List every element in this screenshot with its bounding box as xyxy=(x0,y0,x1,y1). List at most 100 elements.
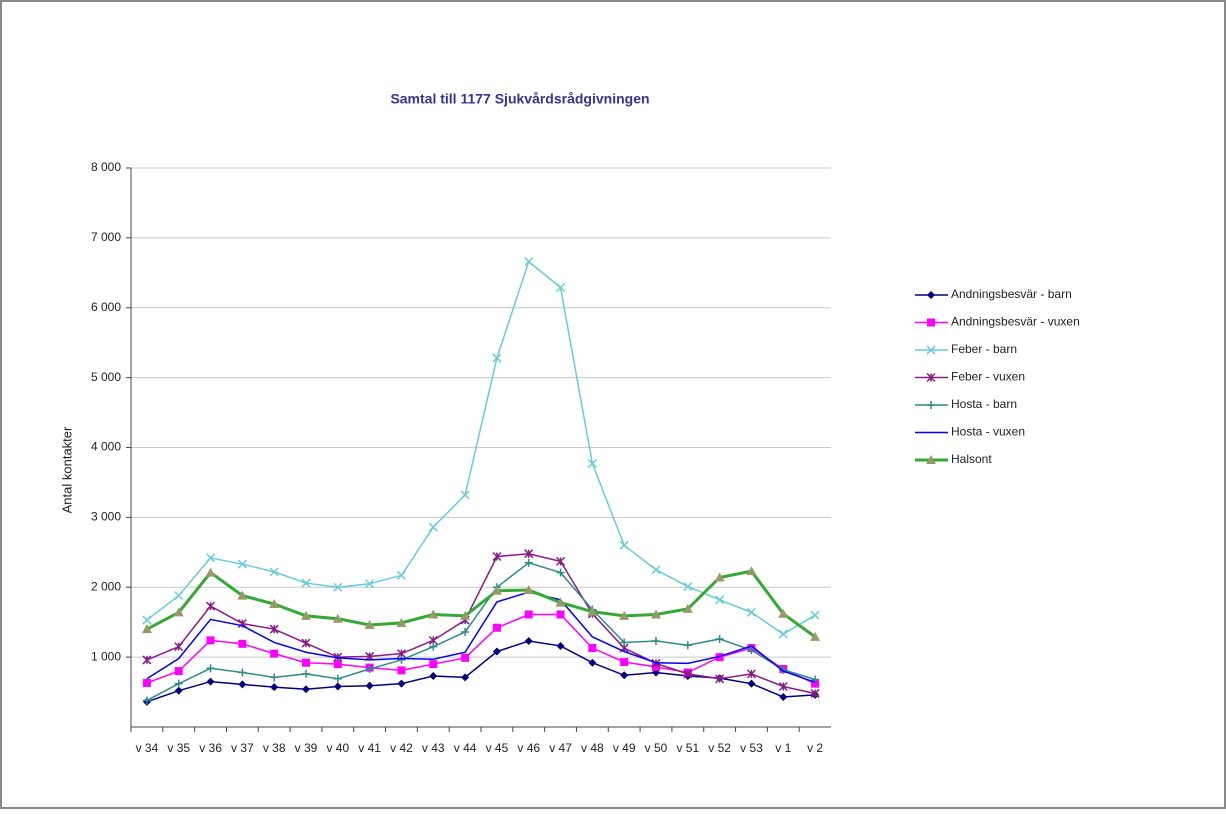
x-tick-label: v 45 xyxy=(486,741,509,755)
marker xyxy=(397,655,406,664)
marker xyxy=(174,642,184,652)
marker xyxy=(747,646,756,655)
marker xyxy=(205,567,216,577)
marker xyxy=(238,668,247,677)
marker xyxy=(269,624,279,634)
marker xyxy=(396,617,407,627)
marker xyxy=(926,345,936,355)
marker xyxy=(365,579,375,589)
y-tick-label: 5 000 xyxy=(91,370,121,384)
y-axis-label: Antal kontakter xyxy=(59,426,74,513)
x-tick-label: v 1 xyxy=(775,741,791,755)
x-tick-label: v 48 xyxy=(581,741,604,755)
marker xyxy=(556,282,566,293)
x-tick-label: v 35 xyxy=(167,741,190,755)
marker xyxy=(301,638,311,648)
marker xyxy=(238,639,247,648)
marker xyxy=(747,679,756,688)
marker xyxy=(301,578,311,588)
marker xyxy=(683,641,692,650)
marker xyxy=(587,606,598,616)
marker xyxy=(460,490,470,500)
x-tick-label: v 44 xyxy=(454,741,477,755)
x-tick-label: v 46 xyxy=(517,741,540,755)
marker xyxy=(620,671,629,680)
marker xyxy=(778,629,788,639)
marker xyxy=(333,682,342,691)
marker xyxy=(142,678,151,687)
marker xyxy=(302,658,310,667)
marker xyxy=(301,610,311,620)
marker xyxy=(491,585,502,595)
marker xyxy=(332,613,343,623)
marker xyxy=(206,553,216,563)
marker xyxy=(460,610,471,620)
series-line xyxy=(146,561,816,702)
marker xyxy=(555,597,566,607)
y-tick-label: 4 000 xyxy=(91,440,121,454)
marker xyxy=(237,590,248,600)
marker xyxy=(365,681,374,690)
marker xyxy=(556,641,565,650)
marker xyxy=(142,696,151,705)
marker xyxy=(396,570,406,580)
marker xyxy=(927,291,935,299)
marker xyxy=(927,318,935,327)
marker xyxy=(492,353,502,363)
marker xyxy=(428,609,439,619)
marker xyxy=(206,664,215,673)
x-tick-label: v 50 xyxy=(645,741,668,755)
marker xyxy=(461,653,470,662)
marker xyxy=(142,615,152,625)
marker xyxy=(492,551,502,562)
marker xyxy=(587,459,597,469)
marker xyxy=(270,673,279,682)
marker xyxy=(524,558,533,567)
legend-label: Hosta - barn xyxy=(951,397,1017,411)
marker xyxy=(429,642,438,651)
marker xyxy=(524,637,533,646)
y-tick-label: 3 000 xyxy=(91,510,121,524)
series-line xyxy=(146,613,816,685)
marker xyxy=(746,669,756,679)
marker xyxy=(715,634,724,643)
legend-label: Halsont xyxy=(951,452,992,466)
x-tick-label: v 43 xyxy=(422,741,445,755)
legend-label: Andningsbesvär - vuxen xyxy=(951,315,1080,329)
marker xyxy=(206,636,215,645)
marker xyxy=(588,658,597,667)
marker xyxy=(714,572,725,582)
y-tick-label: 6 000 xyxy=(91,300,121,314)
x-tick-label: v 37 xyxy=(231,741,254,755)
marker xyxy=(333,660,342,669)
marker xyxy=(206,677,215,686)
marker xyxy=(492,647,501,656)
marker xyxy=(556,556,566,566)
series-line xyxy=(146,569,816,639)
marker xyxy=(397,679,406,688)
x-tick-label: v 47 xyxy=(549,741,572,755)
marker xyxy=(270,649,279,658)
marker xyxy=(588,644,597,653)
marker xyxy=(927,401,935,409)
marker xyxy=(492,623,501,632)
marker xyxy=(142,655,152,665)
x-tick-label: v 42 xyxy=(390,741,413,755)
marker xyxy=(429,660,438,669)
marker xyxy=(174,667,183,676)
marker xyxy=(174,679,183,688)
marker xyxy=(683,582,693,592)
x-tick-label: v 39 xyxy=(295,741,318,755)
x-tick-label: v 36 xyxy=(199,741,222,755)
y-tick-label: 7 000 xyxy=(91,230,121,244)
legend-label: Hosta - vuxen xyxy=(951,425,1025,439)
marker xyxy=(619,540,629,550)
marker xyxy=(364,619,375,629)
marker xyxy=(556,610,565,619)
marker xyxy=(523,585,534,595)
marker xyxy=(778,681,788,692)
x-tick-label: v 41 xyxy=(358,741,381,755)
marker xyxy=(333,674,342,683)
marker xyxy=(302,669,310,678)
